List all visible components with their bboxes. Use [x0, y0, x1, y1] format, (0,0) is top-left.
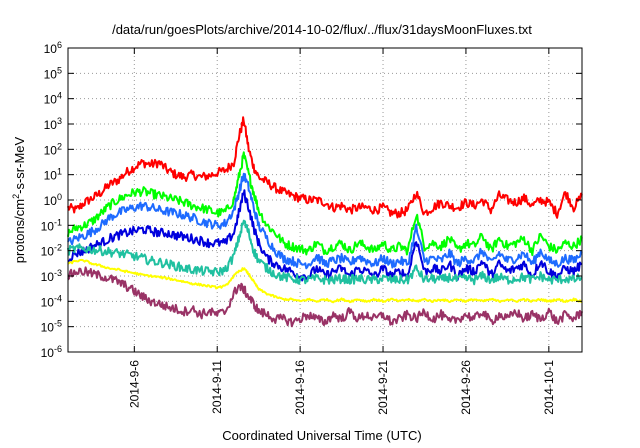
chart-title: /data/run/goesPlots/archive/2014-10-02/f…	[112, 22, 532, 37]
x-axis-label: Coordinated Universal Time (UTC)	[222, 428, 421, 443]
y-tick-base: 10	[41, 346, 55, 360]
y-tick-base: 10	[44, 143, 58, 157]
series-line-5	[67, 219, 583, 286]
y-tick-label: 100	[44, 192, 62, 208]
y-axis-label-superscript: 2	[11, 194, 21, 199]
y-tick-label: 101	[44, 167, 62, 183]
y-tick-exponent: -3	[54, 268, 62, 278]
series-line-4	[67, 189, 583, 282]
y-tick-exponent: 4	[57, 91, 62, 101]
y-tick-exponent: -2	[54, 243, 62, 253]
y-tick-label: 10-5	[41, 319, 62, 335]
y-tick-exponent: -5	[54, 319, 62, 329]
x-tick-label: 2014-9-16	[293, 360, 307, 415]
y-tick-base: 10	[44, 93, 58, 107]
x-tick-label: 2014-9-21	[376, 360, 390, 415]
y-tick-label: 106	[44, 40, 62, 56]
y-tick-label: 10-4	[41, 293, 62, 309]
y-tick-base: 10	[44, 67, 58, 81]
y-tick-label: 105	[44, 65, 62, 81]
y-tick-exponent: 0	[57, 192, 62, 202]
y-ticks: 10-610-510-410-310-210-11001011021031041…	[41, 40, 582, 360]
y-tick-exponent: 3	[57, 116, 62, 126]
series-layer	[67, 116, 583, 328]
y-tick-label: 104	[44, 91, 62, 107]
y-tick-exponent: 1	[57, 167, 62, 177]
x-tick-label: 2014-9-26	[459, 360, 473, 415]
y-tick-label: 102	[44, 141, 62, 157]
y-tick-label: 10-6	[41, 344, 62, 360]
y-tick-exponent: 2	[57, 141, 62, 151]
y-tick-base: 10	[41, 295, 55, 309]
series-line-7	[67, 266, 583, 328]
series-line-1	[67, 116, 583, 219]
series-line-6	[67, 258, 583, 304]
y-axis-label-part-1: protons/cm	[12, 199, 27, 263]
y-tick-exponent: 5	[57, 65, 62, 75]
x-tick-label: 2014-9-11	[210, 360, 224, 414]
y-tick-exponent: 6	[57, 40, 62, 50]
y-tick-label: 10-1	[41, 217, 62, 233]
y-axis-label-part-2: -s-sr-MeV	[12, 136, 27, 193]
y-tick-base: 10	[41, 321, 55, 335]
y-tick-base: 10	[41, 270, 55, 284]
y-tick-label: 10-2	[41, 243, 62, 259]
y-tick-base: 10	[44, 194, 58, 208]
series-line-3	[67, 172, 583, 270]
x-tick-label: 2014-10-1	[542, 360, 556, 415]
grid	[68, 48, 582, 352]
y-tick-base: 10	[44, 169, 58, 183]
x-ticks: 2014-9-6 2014-9-11 2014-9-16 2014-9-21 2014-…	[127, 48, 556, 415]
y-tick-base: 10	[41, 245, 55, 259]
y-tick-label: 10-3	[41, 268, 62, 284]
y-tick-label: 103	[44, 116, 62, 132]
y-tick-base: 10	[41, 219, 55, 233]
x-tick-label: 2014-9-6	[127, 360, 141, 408]
y-tick-exponent: -4	[54, 293, 62, 303]
series-line-2	[67, 151, 583, 257]
y-tick-exponent: -6	[54, 344, 62, 354]
y-tick-exponent: -1	[54, 217, 62, 227]
y-axis-label: protons/cm2-s-sr-MeV	[11, 136, 27, 263]
y-tick-base: 10	[44, 118, 58, 132]
y-tick-base: 10	[44, 42, 58, 56]
